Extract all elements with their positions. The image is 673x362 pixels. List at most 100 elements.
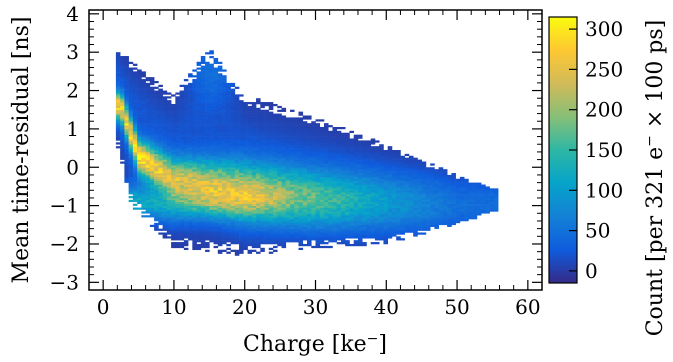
heatmap-cell (277, 238, 282, 241)
heatmap-cell (319, 242, 325, 245)
heatmap-cell (315, 163, 321, 166)
heatmap-cell (340, 126, 346, 130)
heatmap-cell (222, 150, 227, 153)
heatmap-cell (132, 184, 138, 187)
heatmap-cell (222, 125, 227, 128)
heatmap-cell (149, 119, 155, 122)
heatmap-cell (264, 211, 270, 214)
heatmap-cell (277, 113, 282, 116)
heatmap-cell (124, 90, 129, 93)
heatmap-cell (171, 180, 176, 183)
heatmap-cell (315, 142, 321, 145)
heatmap-cell (162, 150, 168, 153)
heatmap-cell (239, 245, 244, 249)
heatmap-cell (408, 197, 414, 201)
heatmap-cell (345, 165, 350, 168)
heatmap-cell (217, 102, 223, 105)
heatmap-cell (128, 77, 134, 80)
heatmap-cell (290, 180, 295, 183)
heatmap-cell (260, 199, 265, 203)
heatmap-cell (243, 119, 248, 122)
heatmap-cell (234, 192, 240, 195)
heatmap-cell (120, 69, 125, 72)
heatmap-cell (234, 251, 240, 254)
heatmap-cell (239, 217, 244, 220)
heatmap-cell (379, 224, 384, 228)
heatmap-cell (379, 194, 384, 197)
heatmap-cell (128, 153, 134, 157)
heatmap-cell (149, 199, 155, 203)
heatmap-cell (226, 251, 231, 254)
heatmap-cell (404, 224, 410, 228)
heatmap-cell (124, 157, 129, 160)
heatmap-cell (349, 161, 355, 164)
heatmap-cell (400, 222, 405, 226)
heatmap-cell (323, 163, 329, 166)
heatmap-cell (319, 138, 325, 141)
heatmap-cell (357, 215, 363, 218)
heatmap-cell (345, 142, 350, 145)
heatmap-cell (209, 92, 214, 95)
heatmap-cell (115, 121, 121, 124)
heatmap-cell (213, 236, 219, 239)
heatmap-cell (243, 182, 248, 185)
heatmap-cell (239, 180, 244, 183)
heatmap-cell (200, 121, 206, 124)
heatmap-cell (205, 171, 210, 174)
heatmap-cell (128, 169, 134, 172)
heatmap-cell (222, 228, 227, 231)
heatmap-cell (128, 80, 134, 84)
heatmap-cell (115, 77, 121, 80)
heatmap-cell (171, 117, 176, 120)
heatmap-cell (149, 98, 155, 101)
heatmap-cell (379, 155, 384, 158)
heatmap-cell (141, 84, 146, 88)
heatmap-cell (425, 176, 431, 180)
heatmap-cell (290, 205, 295, 208)
heatmap-cell (145, 140, 151, 143)
heatmap-cell (149, 201, 155, 204)
heatmap-cell (332, 173, 338, 176)
heatmap-cell (400, 196, 405, 199)
heatmap-cell (234, 180, 240, 183)
heatmap-cell (132, 203, 138, 206)
heatmap-cell (328, 205, 333, 208)
heatmap-cell (183, 240, 189, 243)
heatmap-cell (179, 196, 185, 199)
heatmap-cell (205, 226, 210, 229)
heatmap-cell (281, 245, 287, 249)
heatmap-cell (366, 174, 372, 178)
heatmap-cell (120, 67, 125, 70)
heatmap-cell (404, 163, 410, 166)
heatmap-cell (154, 80, 159, 84)
heatmap-cell (200, 157, 206, 160)
heatmap-cell (234, 107, 240, 111)
heatmap-cell (217, 65, 223, 68)
heatmap-cell (315, 238, 321, 241)
heatmap-cell (425, 219, 431, 222)
heatmap-cell (162, 105, 168, 109)
heatmap-cell (234, 178, 240, 181)
heatmap-cell (298, 230, 304, 233)
heatmap-cell (226, 236, 231, 239)
heatmap-cell (349, 209, 355, 212)
heatmap-cell (370, 140, 376, 143)
heatmap-cell (319, 219, 325, 222)
heatmap-cell (188, 224, 193, 228)
heatmap-cell (234, 134, 240, 137)
heatmap-cell (234, 123, 240, 126)
heatmap-cell (188, 138, 193, 141)
heatmap-cell (264, 182, 270, 185)
heatmap-cell (383, 234, 388, 237)
heatmap-cell (307, 222, 312, 226)
heatmap-cell (362, 209, 367, 212)
heatmap-cell (149, 207, 155, 210)
heatmap-cell (183, 134, 189, 137)
heatmap-cell (137, 92, 142, 95)
heatmap-cell (396, 150, 401, 153)
heatmap-cell (366, 209, 372, 212)
heatmap-cell (302, 167, 308, 170)
heatmap-cell (141, 151, 146, 155)
heatmap-cell (239, 150, 244, 153)
heatmap-cell (243, 224, 248, 228)
